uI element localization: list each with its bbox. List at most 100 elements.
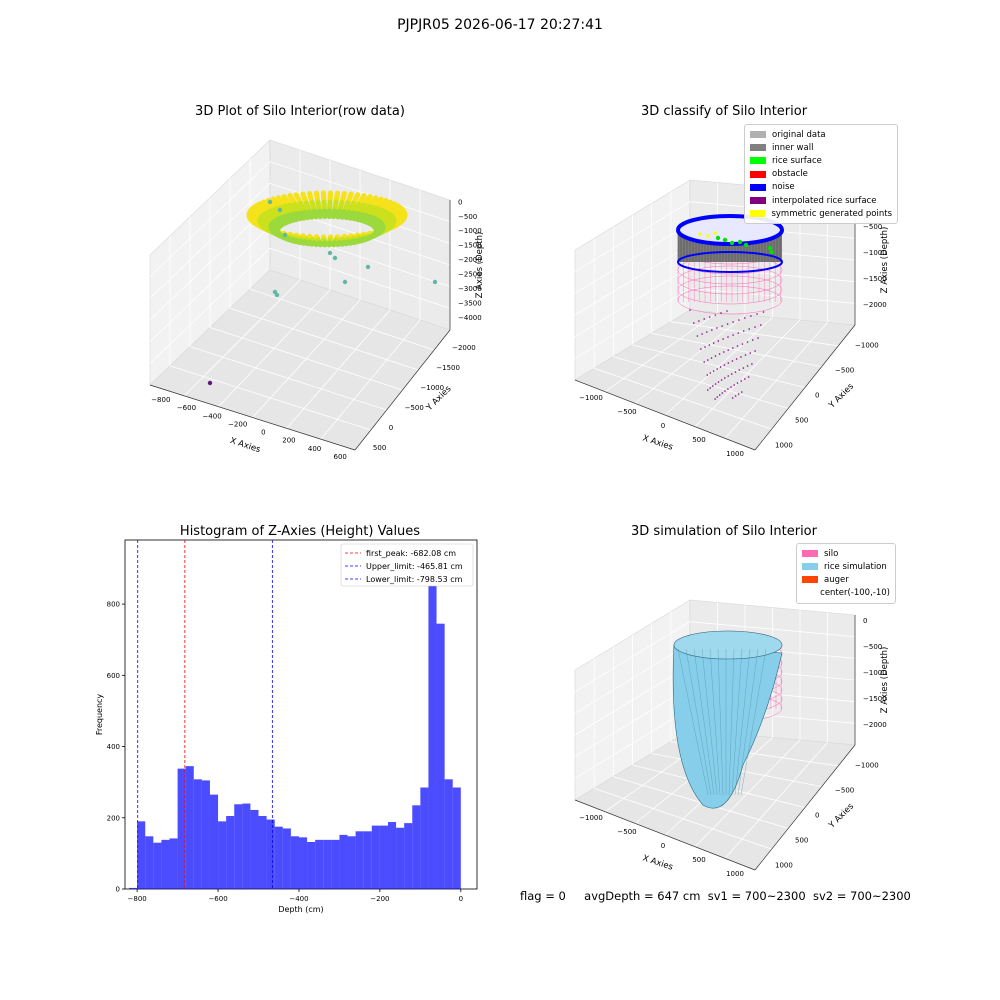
sim-y-tick-label: −1000 <box>855 762 879 770</box>
raw-z-tick-label: −500 <box>458 213 477 221</box>
raw-outlier-point <box>274 292 280 298</box>
cls-interpolated-point <box>718 394 721 396</box>
hist-bar <box>169 838 178 889</box>
flag-value: flag = 0 <box>520 889 566 903</box>
raw-data-point <box>317 213 323 220</box>
cls-interpolated-point <box>717 381 720 383</box>
hist-legend-label: first_peak: -682.08 cm <box>366 549 456 558</box>
cls-interpolated-point <box>708 316 711 318</box>
hist-bar <box>153 842 162 889</box>
classify-legend-swatch <box>750 210 766 218</box>
raw-data-point <box>326 213 332 219</box>
classify-plot-title: 3D classify of Silo Interior <box>640 104 808 119</box>
sim-z-tick-label: −2000 <box>863 721 887 729</box>
sim-rice-mesh-line <box>685 648 712 796</box>
cls-grid-line <box>574 266 856 338</box>
simulation-legend-item: silo <box>802 547 890 560</box>
cls-interpolated-point <box>751 339 754 341</box>
hist-bar <box>258 815 267 889</box>
raw-data-point <box>339 214 345 220</box>
cls-interpolated-point <box>707 359 709 361</box>
cls-grid-line <box>670 321 839 347</box>
cls-symmetric-point <box>706 234 710 238</box>
cls-interpolated-point <box>744 354 747 356</box>
cls-interpolated-point <box>712 370 715 372</box>
cls-y-tick-label: 500 <box>795 417 808 425</box>
cls-rice-surface-point <box>743 242 749 248</box>
cls-interpolated-point <box>709 387 711 389</box>
hist-bar <box>242 803 251 889</box>
raw-x-tick-label: −400 <box>202 412 221 420</box>
cls-interpolated-point <box>721 392 724 394</box>
cls-interpolated-point <box>734 371 737 373</box>
raw-data-point <box>313 214 319 220</box>
cls-interpolated-point <box>733 384 735 386</box>
avg-depth-value: avgDepth = 647 cm <box>584 889 701 903</box>
cls-interpolated-point <box>737 393 740 395</box>
hist-bar <box>234 804 243 889</box>
sim-rice-mesh-line <box>740 648 767 796</box>
cls-interpolated-point <box>744 378 746 380</box>
cls-x-tick-label: 500 <box>692 436 705 444</box>
cls-interpolated-point <box>762 311 765 313</box>
cls-interpolated-point <box>708 344 711 346</box>
cls-interpolated-point <box>737 332 740 334</box>
sim-x-tick-label: 500 <box>692 856 705 864</box>
hist-legend-label: Lower_limit: -798.53 cm <box>366 575 463 584</box>
hist-bar <box>129 887 138 889</box>
hist-bar <box>307 841 316 889</box>
raw-z-tick-label: 0 <box>458 198 462 206</box>
classify-legend-item: noise <box>750 181 892 194</box>
cls-interpolated-point <box>714 314 717 316</box>
cls-interpolated-point <box>726 310 728 312</box>
hist-bar <box>355 831 364 889</box>
hist-legend <box>340 543 474 587</box>
raw-data-point <box>331 213 337 220</box>
cls-interpolated-point <box>726 323 729 325</box>
cls-interpolated-point <box>724 390 726 392</box>
sim-x-axis-label: X Axies <box>641 853 674 872</box>
cls-y-axis-line <box>754 324 856 451</box>
raw-z-tick-label: −3500 <box>458 299 482 307</box>
sim-grid-line <box>574 621 856 693</box>
cls-interpolated-point <box>706 331 708 333</box>
raw-y-tick-label: 0 <box>389 424 393 432</box>
cls-x-tick-label: 1000 <box>726 450 744 458</box>
raw-3d-plot[interactable]: −800−600−400−20002004006005000−500−1000−… <box>130 130 630 510</box>
hist-x-axis-label: Depth (cm) <box>278 905 323 914</box>
hist-bar <box>420 787 429 889</box>
raw-outlier-point <box>332 255 338 261</box>
sim-x-tick-label: −500 <box>617 828 636 836</box>
hist-bar <box>428 554 437 889</box>
raw-z-tick-label: −2000 <box>458 256 482 264</box>
cls-x-axis-line <box>574 379 756 451</box>
cls-interpolated-point <box>714 398 716 400</box>
raw-data-point <box>322 242 328 248</box>
histogram-chart[interactable]: −800 −600 −400 −200 0 0 200 400 600 800 Depth (cm)… <box>80 530 510 920</box>
cls-y-tick-label: 0 <box>815 392 819 400</box>
cls-interpolated-point <box>736 382 739 384</box>
hist-bar <box>452 787 461 889</box>
raw-y-tick-label: −2000 <box>452 344 476 352</box>
cls-interpolated-point <box>738 369 741 371</box>
cls-interpolated-point <box>700 348 702 350</box>
hist-y-tick-label: 0 <box>116 886 120 894</box>
cls-interpolated-point <box>716 327 718 329</box>
status-line: flag = 0 avgDepth = 647 cm sv1 = 700~230… <box>520 889 911 903</box>
cls-interpolated-point <box>741 343 744 345</box>
cls-interpolated-point <box>712 385 714 387</box>
raw-x-tick-label: 600 <box>334 453 347 461</box>
cls-interpolated-point <box>754 326 756 328</box>
cls-interpolated-point <box>698 320 700 322</box>
hist-y-tick-label: 400 <box>107 743 120 751</box>
hist-bar <box>436 623 445 889</box>
hist-y-tick-label: 600 <box>107 672 120 680</box>
cls-interpolated-point <box>716 396 719 398</box>
classify-legend-swatch <box>750 197 766 205</box>
hist-bar <box>274 826 283 889</box>
cls-y-axis-label: Y Axies <box>826 381 856 411</box>
classify-legend-label: interpolated rice surface <box>772 195 877 206</box>
raw-outlier-point <box>432 279 438 285</box>
simulation-3d-plot[interactable]: −1000 −500 0 500 1000 1000 500 0 −500 −1000 0 −500 −… <box>550 545 920 895</box>
hist-bar <box>161 839 170 889</box>
